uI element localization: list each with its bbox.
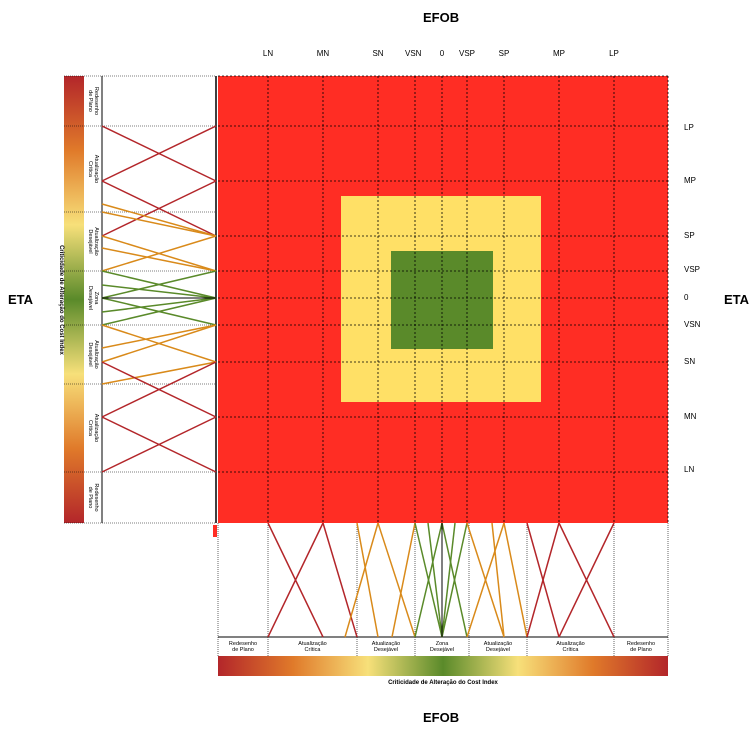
left-criticality-line [101,324,217,363]
left-scale-label: ZonaDesejável [87,286,99,310]
y-tick-label: MN [684,412,697,421]
left-criticality-line [101,361,217,385]
left-criticality-line [101,247,217,272]
left-scale-label: Redesenhode Plano [87,483,99,511]
y-tick-label: SN [684,357,696,366]
x-tick-label: VSN [405,49,422,58]
bottom-criticality-line [466,522,505,638]
bottom-criticality-line [322,522,358,638]
x-tick-label: LN [262,49,274,58]
bottom-criticality-line [356,522,379,638]
bottom-criticality-line [503,522,528,638]
left-scale-title: Criticidade de Alteração do Cost Index [58,245,64,355]
bottom-criticality-line [427,522,443,638]
bottom-scale-label: Atualização Desejável [484,641,512,653]
x-tick-label: VSP [459,49,476,58]
left-criticality-line [101,235,217,272]
left-scale-label: Redesenhode Plano [87,87,99,115]
y-tick-label: MP [684,176,696,185]
y-tick-label: VSN [684,320,701,329]
left-criticality-line [101,180,217,237]
bottom-criticality-line [267,522,324,638]
bottom-criticality-line [414,522,443,638]
bottom-scale-label: Atualização Crítica [556,641,584,653]
bottom-criticality-line [491,522,505,638]
x-tick-label: SN [372,49,384,58]
corner-marker [213,525,217,537]
left-scale-label: AtualizaçãoDesejável [87,340,99,368]
bottom-scale-label: Redesenho de Plano [229,641,257,653]
x-tick-label: MN [316,49,330,58]
y-tick-label: VSP [684,265,701,274]
bottom-criticality-line [344,522,379,638]
bottom-criticality-line [526,522,560,638]
bottom-scale-label: Redesenho de Plano [627,641,655,653]
bottom-criticality-line [391,522,416,638]
y-tick-label: SP [684,231,695,240]
y-tick-label: 0 [684,293,689,302]
left-criticality-line [101,270,217,299]
left-gradient-bar [64,76,84,523]
left-criticality-line [101,324,217,349]
y-tick-label: LP [684,123,694,132]
left-criticality-line [101,297,217,313]
bottom-criticality-line [558,522,615,638]
bottom-criticality-line [377,522,416,638]
right-axis-title: ETA [724,292,750,307]
left-criticality-line [101,284,217,299]
bottom-criticality-line [441,522,456,638]
left-criticality-line [101,211,217,237]
left-criticality-line [101,361,217,418]
x-tick-label: MP [553,49,565,58]
left-criticality-line [101,297,217,326]
bottom-scale-title: Criticidade de Alteração do Cost Index [388,680,498,686]
bottom-scale-label: Atualização Desejável [372,641,400,653]
left-criticality-line [101,416,217,473]
bottom-criticality-line [441,522,468,638]
x-tick-label: 0 [439,49,445,58]
left-criticality-line [101,125,217,182]
y-tick-label: LN [684,465,695,474]
left-scale-label: AtualizaçãoDesejável [87,227,99,255]
left-scale-label: AtualizaçãoCrítica [87,414,99,442]
left-axis-title: ETA [8,292,34,307]
left-scale-label: AtualizaçãoCrítica [87,155,99,183]
bottom-gradient-bar [218,656,668,676]
bottom-scale-label: Zona Desejável [430,641,454,653]
bottom-scale-label: Atualização Crítica [298,641,326,653]
bottom-axis-title: EFOB [423,710,460,725]
top-axis-title: EFOB [423,10,460,25]
left-criticality-line [101,203,217,237]
x-tick-label: LP [609,49,619,58]
x-tick-label: SP [498,49,510,58]
